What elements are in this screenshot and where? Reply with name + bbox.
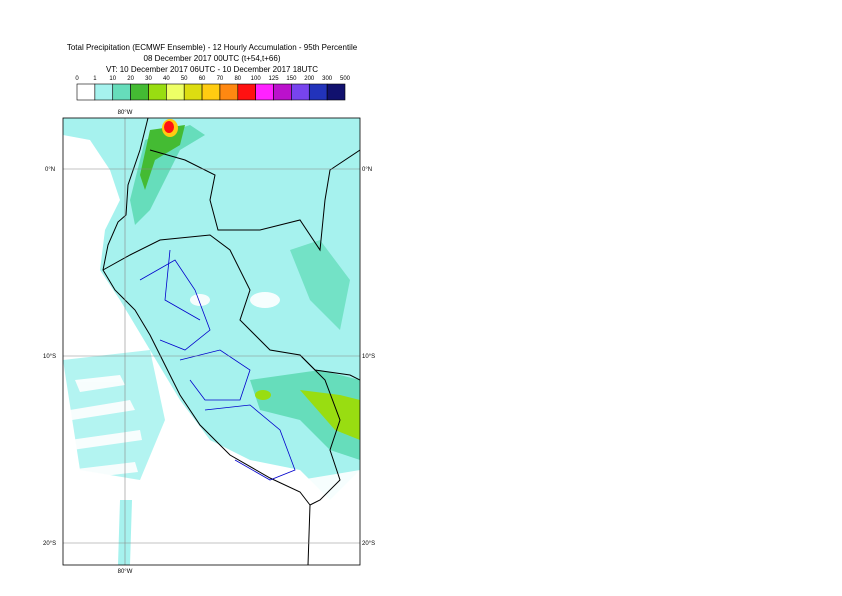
legend-swatch (308, 83, 328, 101)
lon-label: 80°W (118, 110, 133, 116)
legend-swatch (201, 83, 221, 101)
legend-label: 500 (340, 76, 351, 82)
legend-swatch (273, 83, 292, 101)
legend-swatch (112, 83, 131, 101)
legend-swatch (255, 83, 274, 101)
legend-swatch (237, 83, 256, 101)
map-frame (62, 117, 361, 566)
legend-label: 20 (127, 76, 134, 82)
subtitle: 08 December 2017 00UTC (t+54,t+66) (144, 54, 281, 63)
legend-label: 150 (286, 76, 297, 82)
legend-label: 125 (269, 76, 280, 82)
legend-label: 200 (304, 76, 315, 82)
legend-swatch (326, 83, 346, 101)
legend-label: 0 (75, 76, 79, 82)
legend-swatch (219, 83, 239, 101)
legend-swatch (130, 83, 149, 101)
lat-label: 20°S (43, 541, 56, 547)
legend-label: 60 (199, 76, 206, 82)
lat-label: 0°N (45, 167, 55, 173)
lat-label: 20°S (362, 541, 375, 547)
legend: 0 1 10 20 30 40 50 60 70 80 100 125 150 200 300 500 (75, 76, 351, 101)
legend-label: 70 (217, 76, 224, 82)
legend-label: 50 (181, 76, 188, 82)
legend-swatch (166, 83, 185, 101)
legend-label: 80 (234, 76, 241, 82)
legend-label: 1 (93, 76, 97, 82)
title: Total Precipitation (ECMWF Ensemble) - 1… (67, 43, 358, 52)
lat-label: 0°N (362, 167, 372, 173)
legend-label: 100 (251, 76, 262, 82)
legend-swatch (148, 83, 167, 101)
legend-label: 40 (163, 76, 170, 82)
legend-label: 10 (109, 76, 116, 82)
legend-label: 30 (145, 76, 152, 82)
map (63, 118, 360, 565)
lon-label: 80°W (118, 569, 133, 575)
legend-swatch (291, 83, 310, 101)
lat-label: 10°S (362, 354, 375, 360)
lat-label: 10°S (43, 354, 56, 360)
legend-swatch (76, 83, 96, 101)
legend-swatch (183, 83, 203, 101)
valid-time: VT: 10 December 2017 06UTC - 10 December… (106, 65, 318, 74)
legend-swatch (94, 83, 114, 101)
legend-label: 300 (322, 76, 333, 82)
